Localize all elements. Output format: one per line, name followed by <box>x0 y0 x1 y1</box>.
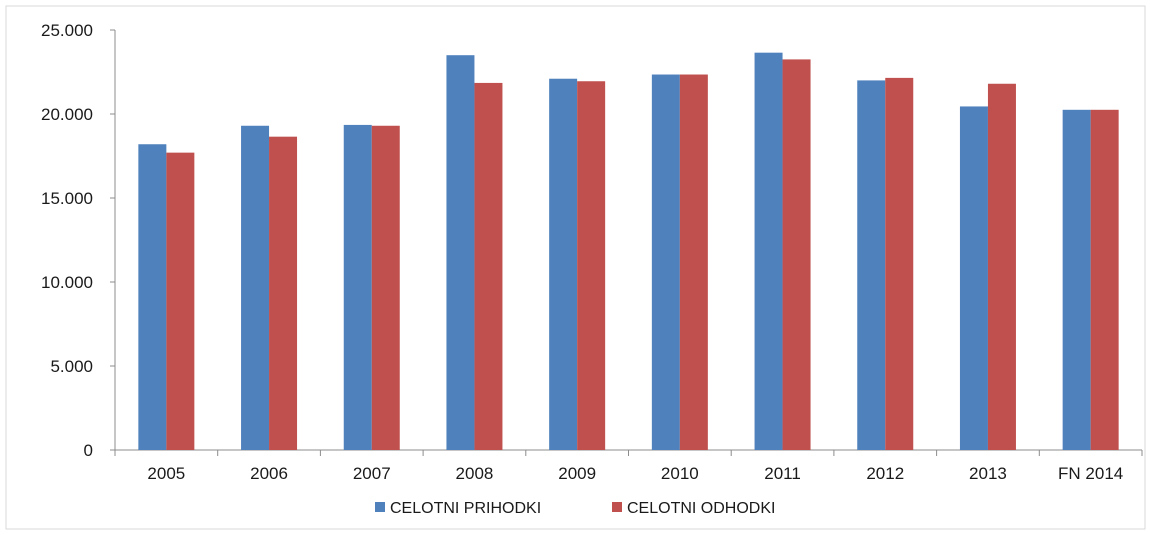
x-tick-label: 2007 <box>353 464 391 483</box>
y-axis-ticks: 0 5.000 10.000 15.000 20.000 25.000 <box>41 21 115 460</box>
y-tick-label: 15.000 <box>41 189 93 208</box>
bar-odhodki <box>1090 109 1119 451</box>
y-tick-label: 10.000 <box>41 273 93 292</box>
bar-prihodki <box>959 106 988 450</box>
legend-swatch <box>375 502 385 512</box>
legend-swatch <box>612 502 622 512</box>
y-tick-label: 0 <box>84 441 93 460</box>
x-tick-label: 2006 <box>250 464 288 483</box>
bar-prihodki <box>446 55 475 450</box>
legend-label: CELOTNI ODHODKI <box>627 500 775 517</box>
x-tick-label: 2011 <box>764 464 801 483</box>
bar-odhodki <box>269 136 298 450</box>
bar-prihodki <box>549 78 578 450</box>
x-tick-label: 2008 <box>456 464 494 483</box>
bar-odhodki <box>577 81 606 451</box>
x-tick-label: 2005 <box>147 464 185 483</box>
x-tick-label: 2009 <box>558 464 596 483</box>
bar-odhodki <box>782 59 811 451</box>
bars <box>138 52 1119 451</box>
legend-label: CELOTNI PRIHODKI <box>390 500 541 517</box>
bar-prihodki <box>343 124 372 451</box>
legend: CELOTNI PRIHODKI CELOTNI ODHODKI <box>375 500 775 517</box>
bar-odhodki <box>166 152 195 450</box>
bar-odhodki <box>885 77 914 450</box>
chart-frame <box>5 5 1146 530</box>
y-tick-label: 5.000 <box>50 357 93 376</box>
bar-odhodki <box>371 125 400 450</box>
x-tick-label: 2012 <box>866 464 904 483</box>
bar-prihodki <box>857 80 886 451</box>
x-tick-label: 2013 <box>969 464 1007 483</box>
y-tick-label: 25.000 <box>41 21 93 40</box>
bar-prihodki <box>138 144 167 451</box>
bar-prihodki <box>754 52 783 451</box>
x-tick-label: 2010 <box>661 464 699 483</box>
y-tick-label: 20.000 <box>41 105 93 124</box>
bar-prihodki <box>1062 109 1091 451</box>
x-axis-ticks: 2005 2006 2007 2008 2009 2010 2011 2012 2013 FN 2… <box>114 450 1143 483</box>
bar-odhodki <box>474 82 503 451</box>
bar-prihodki <box>651 74 680 451</box>
bar-odhodki <box>679 74 708 451</box>
x-tick-label: FN 2014 <box>1058 464 1123 483</box>
bar-odhodki <box>987 83 1016 450</box>
bar-prihodki <box>241 125 270 450</box>
